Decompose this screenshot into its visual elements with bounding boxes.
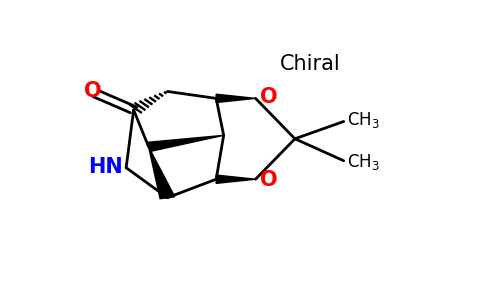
Text: CH$_3$: CH$_3$ xyxy=(348,110,380,130)
Text: O: O xyxy=(260,170,277,190)
Polygon shape xyxy=(216,175,256,183)
Polygon shape xyxy=(216,94,256,103)
Text: HN: HN xyxy=(88,157,123,176)
Polygon shape xyxy=(147,135,224,152)
Text: O: O xyxy=(260,87,277,107)
Polygon shape xyxy=(149,147,175,199)
Text: Chiral: Chiral xyxy=(280,54,340,74)
Text: CH$_3$: CH$_3$ xyxy=(348,152,380,172)
Text: O: O xyxy=(84,81,101,101)
